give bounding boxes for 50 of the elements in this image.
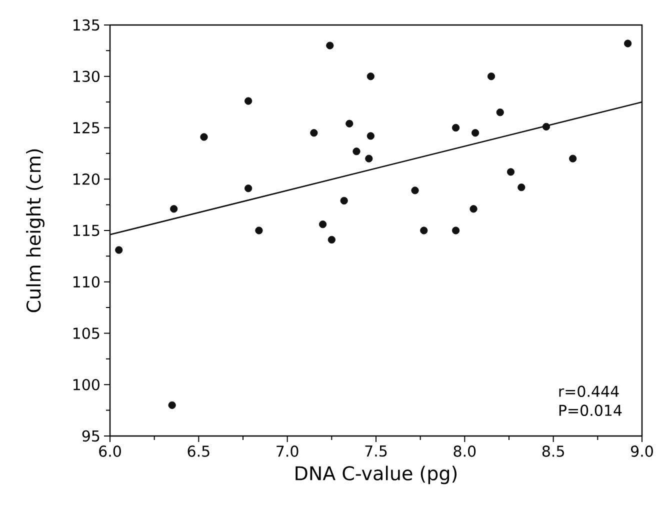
y-tick-label: 100 <box>73 378 100 390</box>
point <box>328 236 336 244</box>
point <box>170 205 178 213</box>
point <box>366 72 374 80</box>
x-tick-label: 7.0 <box>276 446 298 457</box>
point <box>452 226 460 234</box>
point <box>319 220 327 228</box>
x-tick-label: 6.5 <box>188 446 210 457</box>
point <box>624 40 632 48</box>
x-tick-label: 7.5 <box>365 446 387 457</box>
point <box>340 196 348 204</box>
point <box>470 205 478 213</box>
point <box>496 108 504 116</box>
annotation: P=0.014 <box>559 404 622 416</box>
point <box>487 72 496 80</box>
y-tick-label: 130 <box>73 70 100 82</box>
x-tick-label: 8.5 <box>542 446 564 457</box>
point <box>472 129 480 137</box>
point <box>326 42 334 50</box>
point <box>518 184 526 192</box>
x-tick-label: 9.0 <box>631 446 653 457</box>
x-tick-label: 8.0 <box>454 446 476 457</box>
y-tick-label: 120 <box>73 173 100 185</box>
x-axis-title: DNA C-value (pg) <box>296 466 457 484</box>
point <box>255 226 263 234</box>
point <box>244 184 252 192</box>
point <box>352 148 360 156</box>
y-tick-label: 105 <box>73 328 100 339</box>
point <box>346 120 354 128</box>
point <box>506 168 515 176</box>
point <box>168 401 176 409</box>
point <box>452 124 460 132</box>
point <box>420 226 428 234</box>
y-tick-label: 135 <box>73 19 100 31</box>
y-axis-title: Culm height (cm) <box>26 149 44 312</box>
y-tick-label: 110 <box>73 276 100 288</box>
point <box>366 132 374 140</box>
y-tick-label: 125 <box>73 122 100 134</box>
y-tick-label: 95 <box>82 430 100 442</box>
point <box>115 246 123 254</box>
x-tick-label: 6.0 <box>99 446 121 457</box>
y-tick-label: 115 <box>73 224 100 236</box>
point <box>365 154 373 162</box>
point <box>569 154 577 162</box>
point <box>200 133 208 141</box>
point <box>310 129 318 137</box>
point <box>244 97 252 105</box>
point <box>542 122 550 131</box>
point <box>411 186 419 194</box>
annotation: r=0.444 <box>559 386 619 398</box>
